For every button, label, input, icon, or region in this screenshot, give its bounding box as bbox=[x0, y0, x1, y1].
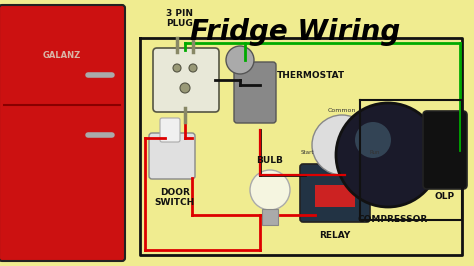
FancyBboxPatch shape bbox=[0, 5, 125, 261]
Circle shape bbox=[226, 46, 254, 74]
Text: COMPRESSOR: COMPRESSOR bbox=[358, 215, 428, 224]
FancyBboxPatch shape bbox=[149, 133, 195, 179]
Circle shape bbox=[250, 170, 290, 210]
Bar bbox=[262, 209, 278, 225]
Circle shape bbox=[189, 64, 197, 72]
Circle shape bbox=[173, 64, 181, 72]
Text: DOOR
SWITCH: DOOR SWITCH bbox=[155, 188, 195, 207]
FancyBboxPatch shape bbox=[153, 48, 219, 112]
FancyBboxPatch shape bbox=[234, 62, 276, 123]
FancyBboxPatch shape bbox=[160, 118, 180, 142]
Bar bbox=[315, 185, 355, 207]
Text: Run: Run bbox=[370, 151, 381, 156]
Text: BULB: BULB bbox=[256, 156, 283, 165]
Circle shape bbox=[355, 122, 391, 158]
Text: Fridge Wiring: Fridge Wiring bbox=[190, 18, 400, 46]
Text: 3 PIN
PLUG: 3 PIN PLUG bbox=[166, 9, 193, 28]
Text: OLP: OLP bbox=[435, 192, 455, 201]
Circle shape bbox=[336, 103, 440, 207]
Text: Common: Common bbox=[328, 108, 356, 113]
Circle shape bbox=[180, 83, 190, 93]
Text: RELAY: RELAY bbox=[319, 231, 351, 240]
FancyBboxPatch shape bbox=[423, 111, 467, 189]
FancyBboxPatch shape bbox=[300, 164, 370, 222]
Text: GALANZ: GALANZ bbox=[43, 51, 81, 60]
Text: Start: Start bbox=[301, 151, 314, 156]
Circle shape bbox=[312, 115, 372, 175]
Text: THERMOSTAT: THERMOSTAT bbox=[277, 70, 345, 80]
